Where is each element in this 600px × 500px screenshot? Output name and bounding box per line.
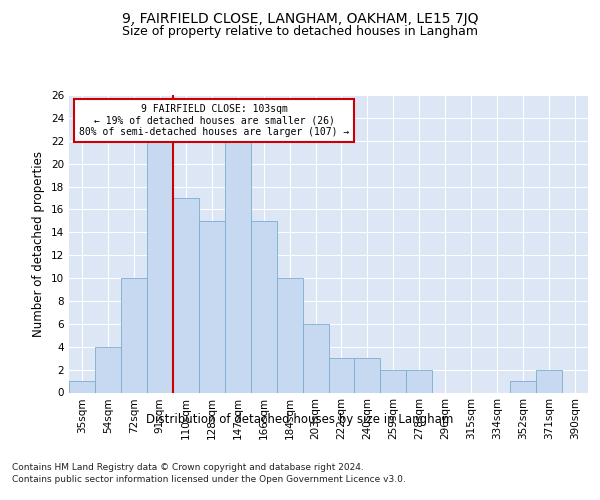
Bar [329, 358, 355, 392]
Bar [147, 141, 173, 393]
Text: 9, FAIRFIELD CLOSE, LANGHAM, OAKHAM, LE15 7JQ: 9, FAIRFIELD CLOSE, LANGHAM, OAKHAM, LE1… [122, 12, 478, 26]
Bar [251, 221, 277, 392]
Y-axis label: Number of detached properties: Number of detached properties [32, 151, 46, 337]
Text: Contains public sector information licensed under the Open Government Licence v3: Contains public sector information licen… [12, 475, 406, 484]
Bar [121, 278, 147, 392]
Bar [302, 324, 329, 392]
Text: Distribution of detached houses by size in Langham: Distribution of detached houses by size … [146, 412, 454, 426]
Bar [380, 370, 406, 392]
Bar [406, 370, 432, 392]
Bar [173, 198, 199, 392]
Bar [225, 141, 251, 393]
Bar [510, 381, 536, 392]
Bar [69, 381, 95, 392]
Text: Contains HM Land Registry data © Crown copyright and database right 2024.: Contains HM Land Registry data © Crown c… [12, 462, 364, 471]
Bar [95, 346, 121, 393]
Text: Size of property relative to detached houses in Langham: Size of property relative to detached ho… [122, 25, 478, 38]
Bar [199, 221, 224, 392]
Bar [277, 278, 302, 392]
Text: 9 FAIRFIELD CLOSE: 103sqm
← 19% of detached houses are smaller (26)
80% of semi-: 9 FAIRFIELD CLOSE: 103sqm ← 19% of detac… [79, 104, 349, 137]
Bar [536, 370, 562, 392]
Bar [355, 358, 380, 392]
